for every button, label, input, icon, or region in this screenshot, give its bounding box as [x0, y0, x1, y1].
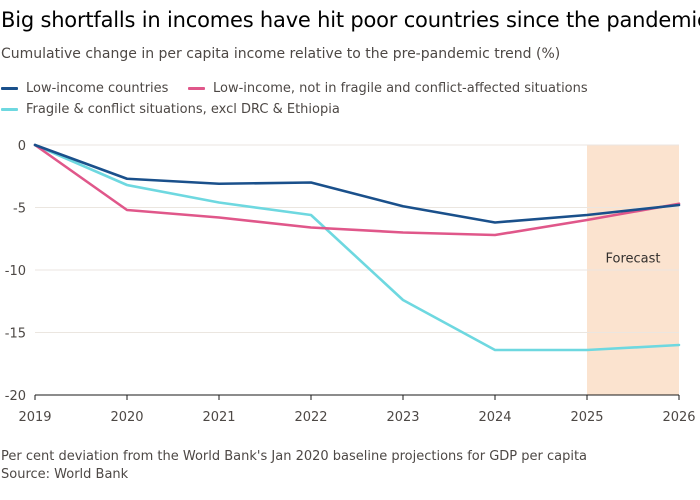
legend-label-low-income-not-fragile: Low-income, not in fragile and conflict-… — [213, 81, 588, 96]
x-tick-label: 2026 — [662, 410, 695, 425]
y-tick-label: -20 — [5, 389, 26, 404]
y-tick-label: 0 — [18, 139, 26, 154]
y-tick-label: -10 — [5, 264, 26, 279]
legend-swatch-low-income-not-fragile — [188, 87, 205, 90]
chart-title: Big shortfalls in incomes have hit poor … — [1, 8, 700, 32]
series-line-low-income-not-fragile — [33, 143, 681, 237]
chart-source: Source: World Bank — [1, 467, 129, 482]
series-line-fragile — [33, 143, 681, 352]
x-tick-label: 2022 — [294, 410, 327, 425]
forecast-label: Forecast — [605, 252, 660, 267]
x-tick-label: 2020 — [110, 410, 143, 425]
y-tick-label: -15 — [5, 327, 26, 342]
legend-swatch-fragile — [1, 108, 18, 111]
x-tick-label: 2023 — [386, 410, 419, 425]
y-tick-label: -5 — [13, 202, 26, 217]
x-tick-label: 2025 — [570, 410, 603, 425]
legend-label-low-income: Low-income countries — [26, 81, 169, 96]
chart-footnote: Per cent deviation from the World Bank's… — [1, 449, 588, 464]
legend-item-low-income-not-fragile: Low-income, not in fragile and conflict-… — [188, 81, 588, 96]
series-line-low-income — [33, 143, 681, 224]
legend-swatch-low-income — [1, 87, 18, 90]
x-tick-label: 2019 — [18, 410, 51, 425]
chart-subtitle: Cumulative change in per capita income r… — [1, 46, 561, 62]
legend-item-fragile: Fragile & conflict situations, excl DRC … — [1, 102, 340, 117]
x-tick-label: 2021 — [202, 410, 235, 425]
legend-item-low-income: Low-income countries — [1, 81, 168, 96]
legend-label-fragile: Fragile & conflict situations, excl DRC … — [26, 102, 340, 117]
x-tick-label: 2024 — [478, 410, 511, 425]
